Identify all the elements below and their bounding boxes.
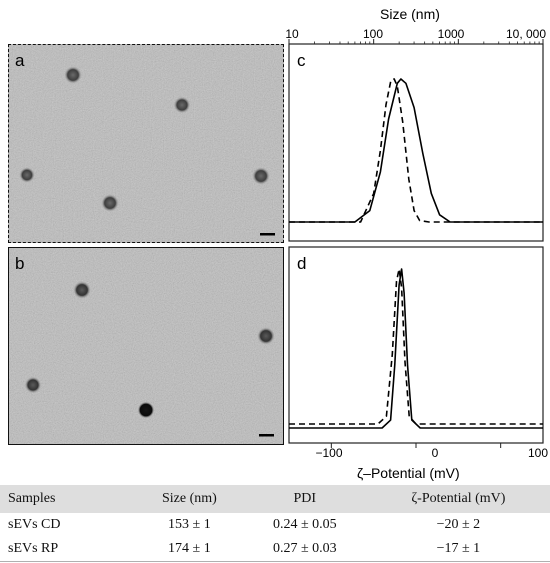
table-cell: 153 ± 1 (168, 517, 211, 532)
size-tick-label: 100 (362, 27, 384, 41)
zeta-tick-label: 100 (527, 446, 549, 460)
table-row: sEVs CD 153 ± 1 0.24 ± 0.05 −20 ± 2 (0, 513, 550, 537)
results-table: Samples Size (nm) PDI ζ-Potential (mV) s… (0, 485, 550, 562)
vesicle (173, 96, 191, 114)
size-tick-label: 10, 000 (505, 27, 547, 41)
vesicle (257, 327, 275, 345)
tem-image-b-svg (9, 248, 283, 444)
scale-bar (260, 233, 275, 236)
zeta-axis-title: ζ–Potential (mV) (357, 465, 460, 481)
panel-c-frame (288, 43, 544, 242)
vesicle (101, 194, 119, 212)
zeta-distribution-cd-line (289, 268, 543, 429)
tem-image-b: b (8, 247, 284, 445)
table-header-row: Samples Size (nm) PDI ζ-Potential (mV) (0, 485, 550, 513)
vesicle (73, 281, 91, 299)
zeta-distribution-rp-line (289, 268, 543, 425)
tem-image-a: a (8, 44, 284, 243)
panel-label-b: b (15, 254, 25, 273)
table-cell: −20 ± 2 (436, 517, 481, 532)
panel-d-frame (288, 246, 544, 444)
tem-image-a-svg (9, 45, 283, 242)
vesicle (64, 66, 82, 84)
panel-label-c: c (297, 51, 306, 70)
table-cell: 0.24 ± 0.05 (272, 517, 337, 532)
size-distribution-cd-line (289, 78, 543, 223)
dls-zeta-charts (288, 39, 544, 448)
panel-label-d: d (297, 254, 307, 273)
panel-label-a: a (15, 51, 25, 70)
table-cell: 174 ± 1 (136, 537, 243, 562)
size-tick-label: 10 (285, 27, 299, 41)
vesicle (24, 376, 42, 394)
table-header-cell: ζ-Potential (mV) (366, 485, 550, 513)
table-cell: 0.27 ± 0.03 (242, 537, 367, 562)
table-cell: sEVs RP (0, 537, 136, 562)
table-header-cell: PDI (242, 485, 367, 513)
size-distribution-rp-line (289, 78, 543, 223)
vesicle (19, 167, 35, 183)
scale-bar (259, 434, 274, 437)
table-header-cell: Samples (0, 485, 136, 513)
table-header-cell: Size (nm) (136, 485, 243, 513)
vesicle (137, 401, 155, 419)
table-cell: sEVs CD (8, 517, 61, 532)
zeta-tick-label: −100 (315, 446, 343, 460)
size-axis-title: Size (nm) (380, 6, 440, 22)
vesicle (252, 167, 270, 185)
table-cell: −17 ± 1 (366, 537, 550, 562)
zeta-tick-label: 0 (431, 446, 439, 460)
size-tick-label: 1000 (437, 27, 465, 41)
table-row: sEVs RP 174 ± 1 0.27 ± 0.03 −17 ± 1 (0, 537, 550, 562)
